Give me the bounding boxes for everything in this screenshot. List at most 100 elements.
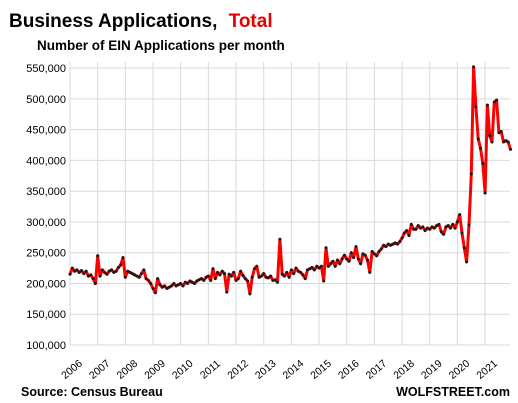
data-point [107, 269, 111, 273]
y-tick-label: 200,000 [26, 278, 66, 290]
x-tick-label: 2014 [281, 357, 307, 381]
chart-title-main: Business Applications, [9, 11, 217, 32]
data-point [170, 284, 173, 288]
data-point [435, 224, 439, 228]
data-point [232, 270, 236, 274]
data-point [379, 247, 383, 251]
data-point [359, 262, 363, 266]
data-point [73, 269, 77, 273]
chart-title-highlight: Total [229, 11, 273, 32]
data-point [363, 253, 367, 257]
x-tick-label: 2019 [419, 357, 445, 381]
data-point [451, 222, 455, 226]
data-point [481, 162, 485, 165]
data-point [119, 263, 123, 267]
data-point [412, 227, 416, 231]
data-point [469, 172, 473, 176]
data-point [98, 274, 102, 278]
data-point [439, 230, 443, 234]
data-point [409, 222, 413, 226]
chart-title: Business Applications, Total [9, 11, 273, 32]
data-point [326, 264, 330, 268]
data-point [499, 130, 503, 133]
data-point [315, 264, 319, 268]
data-point [423, 229, 427, 233]
data-point [223, 272, 226, 276]
data-point [206, 274, 210, 278]
data-point [467, 223, 471, 227]
data-point [151, 286, 155, 290]
x-tick-label: 2009 [142, 357, 168, 381]
data-point [319, 264, 323, 268]
x-tick-label: 2008 [115, 357, 141, 381]
data-point [195, 279, 199, 283]
data-point [324, 246, 328, 250]
data-point [116, 266, 120, 269]
data-point [179, 282, 183, 285]
x-tick-label: 2006 [59, 357, 85, 381]
data-point [488, 134, 492, 138]
chart-subtitle: Number of EIN Applications per month [37, 38, 285, 53]
data-point [225, 290, 229, 294]
data-point [372, 252, 376, 256]
data-point [442, 232, 446, 236]
data-point [77, 270, 81, 274]
data-point [153, 291, 157, 295]
data-point [128, 270, 132, 274]
data-point [188, 279, 192, 283]
data-point [86, 274, 90, 278]
data-point [100, 268, 104, 272]
data-point [338, 262, 342, 266]
y-tick-label: 350,000 [26, 186, 66, 198]
data-point [310, 266, 314, 269]
data-point [462, 246, 466, 250]
data-point [135, 274, 139, 278]
data-point [340, 257, 344, 261]
data-point [294, 266, 298, 270]
data-point [218, 273, 222, 277]
data-point [160, 285, 164, 289]
x-tick-label: 2016 [336, 357, 362, 381]
data-point [278, 237, 282, 241]
y-tick-label: 450,000 [26, 125, 66, 137]
data-point [202, 278, 206, 282]
data-point [213, 277, 217, 281]
data-point [112, 270, 116, 274]
data-point [333, 264, 337, 268]
data-point [133, 273, 137, 277]
data-point [70, 266, 74, 270]
data-point [209, 278, 213, 282]
data-point [280, 272, 284, 276]
data-point [502, 140, 505, 144]
y-tick-label: 250,000 [26, 248, 66, 260]
data-point [167, 285, 171, 289]
data-point [425, 226, 429, 230]
data-point [140, 272, 143, 276]
data-point [234, 278, 238, 282]
data-point [193, 282, 196, 285]
data-point [121, 256, 125, 260]
data-point [144, 277, 148, 281]
data-point [465, 260, 469, 264]
data-point [375, 254, 379, 258]
data-point [156, 277, 160, 281]
data-point [356, 257, 360, 261]
data-point [476, 137, 480, 141]
data-point [149, 282, 153, 285]
data-point [264, 275, 268, 279]
data-point [329, 262, 333, 266]
data-point [271, 278, 275, 282]
data-point [301, 273, 305, 277]
data-point [430, 225, 434, 229]
data-point [398, 240, 402, 244]
data-point [181, 284, 185, 288]
series-total [68, 65, 512, 296]
data-point [89, 273, 93, 277]
data-point [331, 259, 335, 263]
data-point [110, 268, 113, 272]
data-point [146, 278, 150, 282]
data-point [283, 274, 286, 278]
data-point [68, 272, 72, 276]
data-point [289, 268, 293, 272]
